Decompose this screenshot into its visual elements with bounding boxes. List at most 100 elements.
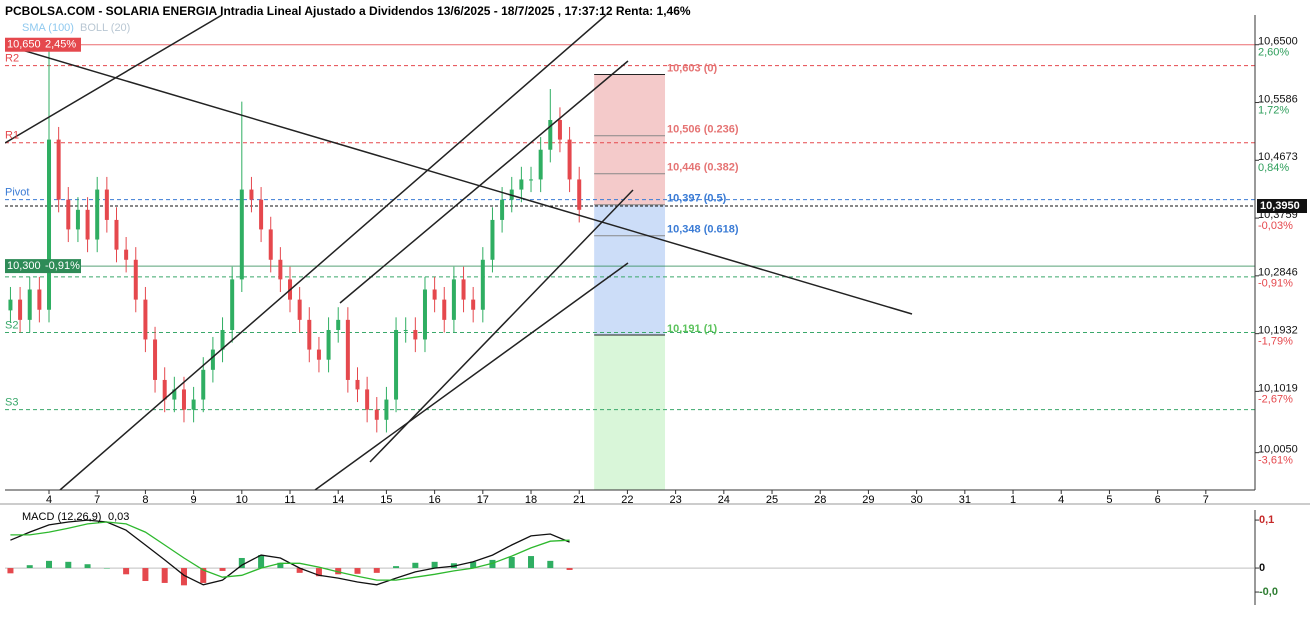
candle-body: [567, 139, 572, 180]
candle-body: [172, 389, 177, 400]
histogram-bar: [258, 555, 265, 569]
x-tick-label: 28: [814, 494, 826, 506]
marker-box: [5, 37, 81, 52]
overlay: 10,603 (0)10,506 (0.236)10,446 (0.382)10…: [5, 36, 1307, 506]
candle-body: [239, 189, 244, 280]
candle-body: [18, 299, 23, 320]
candle-body: [27, 289, 32, 320]
fib-label: 10,191 (1): [667, 323, 717, 335]
fib-zone: [594, 74, 666, 205]
candle-body: [181, 389, 186, 410]
x-tick-label: 7: [94, 494, 100, 506]
fib-label: 10,603 (0): [667, 62, 717, 74]
histogram-bar: [431, 561, 438, 569]
candle-body: [519, 179, 524, 190]
candle-body: [66, 199, 71, 230]
x-tick-label: 18: [525, 494, 537, 506]
histogram-bar: [238, 557, 245, 569]
candle-body: [529, 179, 534, 181]
histogram-bar: [161, 568, 168, 583]
x-tick-label: 4: [1058, 494, 1064, 506]
candle-body: [490, 219, 495, 260]
candle-body: [548, 119, 553, 150]
candle-body: [278, 259, 283, 280]
candle-body: [557, 119, 562, 140]
candle-body: [577, 179, 582, 210]
candle-body: [471, 299, 476, 310]
fib-zone: [594, 204, 666, 336]
pivot-label: S3: [5, 397, 18, 409]
trend-line: [339, 60, 629, 304]
y-tick-label: 10,5586: [1258, 93, 1298, 105]
candle-body: [143, 299, 148, 340]
histogram-bar: [296, 568, 303, 573]
candle-body: [345, 319, 350, 380]
trend-line: [5, 15, 223, 144]
candle-body: [124, 249, 129, 260]
histogram-bar: [508, 557, 515, 569]
histogram-bar: [65, 561, 72, 569]
marker-change: 2,45%: [45, 39, 76, 51]
pivot-label: R2: [5, 53, 19, 65]
candle-body: [75, 209, 80, 230]
histogram-bar: [335, 568, 342, 575]
x-tick-label: 6: [1155, 494, 1161, 506]
macd-value: 0,03: [108, 511, 129, 523]
candle-body: [259, 199, 264, 230]
candle-body: [85, 209, 90, 240]
y-tick-label: 0,1: [1259, 514, 1274, 526]
axes: [0, 15, 1310, 605]
pivot-label: Pivot: [5, 187, 29, 199]
histogram-bar: [123, 568, 130, 575]
histogram-bar: [7, 568, 14, 574]
y-tick-label: 10,2846: [1258, 267, 1298, 279]
marker-value: 10,650: [7, 39, 41, 51]
histogram-bar: [26, 565, 33, 569]
main-plot: [5, 44, 1255, 490]
histogram-bar: [219, 568, 226, 571]
fib-label: 10,348 (0.618): [667, 224, 739, 236]
x-tick-label: 21: [573, 494, 585, 506]
last-price-box: [1257, 199, 1307, 214]
histogram-bar: [315, 568, 322, 577]
x-tick-label: 17: [477, 494, 489, 506]
y-tick-label: 10,1019: [1258, 382, 1298, 394]
candle-body: [432, 289, 437, 300]
candle-body: [153, 339, 158, 380]
candle-body: [220, 329, 225, 350]
candle-body: [104, 189, 109, 220]
histogram-bar: [373, 568, 380, 573]
macd-line: [10, 521, 570, 581]
candle-body: [133, 259, 138, 300]
y-tick-change: 2,60%: [1258, 47, 1289, 59]
histogram-bar: [277, 562, 284, 569]
marker-box: [5, 259, 81, 274]
candle-body: [413, 329, 418, 340]
x-tick-label: 5: [1106, 494, 1112, 506]
y-tick-change: -1,79%: [1258, 336, 1293, 348]
x-tick-label: 10: [236, 494, 248, 506]
y-tick-change: -2,67%: [1258, 393, 1293, 405]
candle-body: [394, 329, 399, 400]
candle-body: [249, 189, 254, 200]
candle-body: [336, 319, 341, 330]
candle-body: [47, 139, 52, 310]
histogram-bar: [180, 568, 187, 586]
candle-body: [37, 289, 42, 310]
histogram-bar: [566, 568, 573, 570]
trend-line: [5, 44, 913, 315]
x-tick-label: 30: [911, 494, 923, 506]
candle-body: [422, 289, 427, 340]
y-tick-label: -0,0: [1259, 586, 1278, 598]
histogram-bar: [528, 556, 535, 569]
x-tick-label: 16: [428, 494, 440, 506]
y-tick-label: 10,4673: [1258, 151, 1298, 163]
histogram-bar: [103, 568, 110, 569]
y-tick-change: 1,72%: [1258, 104, 1289, 116]
fib-zone: [594, 335, 666, 490]
candle-body: [162, 379, 167, 400]
macd-title: MACD (12,26,9): [22, 511, 101, 523]
fib-label: 10,397 (0.5): [667, 193, 727, 205]
candle-body: [230, 279, 235, 330]
x-tick-label: 8: [142, 494, 148, 506]
